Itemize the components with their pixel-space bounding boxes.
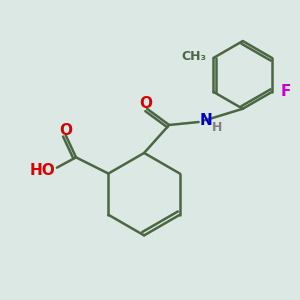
Text: CH₃: CH₃ [181, 50, 206, 63]
Text: HO: HO [30, 163, 56, 178]
Text: O: O [59, 123, 72, 138]
Text: O: O [139, 96, 152, 111]
Text: N: N [200, 113, 213, 128]
Text: H: H [212, 121, 222, 134]
Text: F: F [280, 84, 291, 99]
